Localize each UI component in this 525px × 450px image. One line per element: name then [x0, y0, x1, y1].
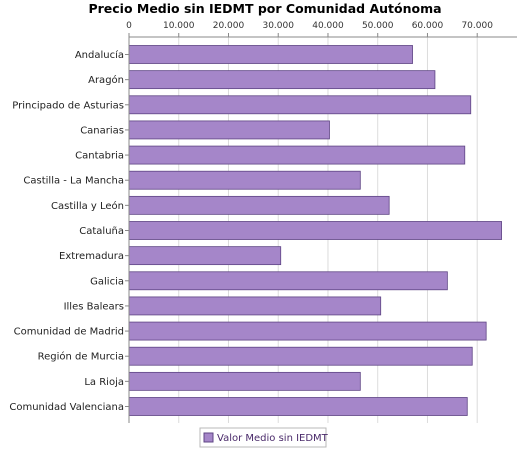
y-category-label: Comunidad Valenciana	[9, 402, 124, 413]
bar[interactable]	[128, 170, 361, 190]
y-category-label: Aragón	[88, 74, 124, 86]
y-category-label: Castilla y León	[51, 200, 124, 212]
bar[interactable]	[128, 397, 468, 416]
y-axis-labels: Andalucía Aragón Principado de Asturias Can…	[9, 49, 129, 413]
y-category-label: Illes Balears	[64, 301, 124, 312]
y-category-label: Galicia	[90, 276, 124, 287]
axes	[128, 36, 517, 423]
bar[interactable]	[128, 321, 487, 341]
y-category-label: Extremadura	[59, 251, 124, 262]
legend-swatch	[203, 432, 214, 443]
y-category-label: Comunidad de Madrid	[14, 327, 124, 338]
bar[interactable]	[128, 221, 502, 240]
bars	[128, 45, 502, 416]
bar[interactable]	[128, 371, 361, 391]
x-tick-label: 60.000	[412, 21, 444, 31]
x-tick-label: 40.000	[312, 21, 344, 31]
bar[interactable]	[128, 195, 390, 215]
y-category-label: Castilla - La Mancha	[23, 176, 124, 187]
x-tick-label: 50.000	[362, 21, 394, 31]
bar[interactable]	[128, 95, 472, 115]
x-tick-label: 20.000	[213, 21, 245, 31]
y-category-label: Principado de Asturias	[12, 100, 124, 111]
bar[interactable]	[128, 120, 330, 140]
y-category-label: Andalucía	[75, 49, 124, 61]
bar[interactable]	[128, 70, 436, 90]
y-category-label: Canarias	[80, 125, 124, 136]
bar[interactable]	[128, 296, 382, 316]
legend-label: Valor Medio sin IEDMT	[217, 433, 329, 444]
bar[interactable]	[128, 246, 282, 266]
x-tick-label: 10.000	[163, 21, 195, 31]
x-tick-label: 0	[126, 21, 132, 31]
legend-box	[199, 427, 327, 448]
y-category-label: La Rioja	[84, 377, 124, 388]
y-category-label: Cataluña	[79, 226, 124, 237]
x-tick-label: 30.000	[262, 21, 294, 31]
y-category-label: Región de Murcia	[38, 351, 124, 363]
x-tick-label: 70.000	[461, 21, 493, 31]
bar[interactable]	[128, 271, 448, 291]
bar[interactable]	[128, 145, 466, 165]
bar[interactable]	[128, 346, 473, 366]
bar[interactable]	[128, 45, 413, 64]
x-axis-ticks: 0 10.000 20.000 30.000 40.000 50.000 60.000 70.…	[126, 21, 493, 37]
legend[interactable]: Valor Medio sin IEDMT	[199, 427, 329, 448]
chart-title: Precio Medio sin IEDMT por Comunidad Aut…	[88, 1, 441, 16]
y-category-label: Cantabria	[75, 151, 124, 162]
